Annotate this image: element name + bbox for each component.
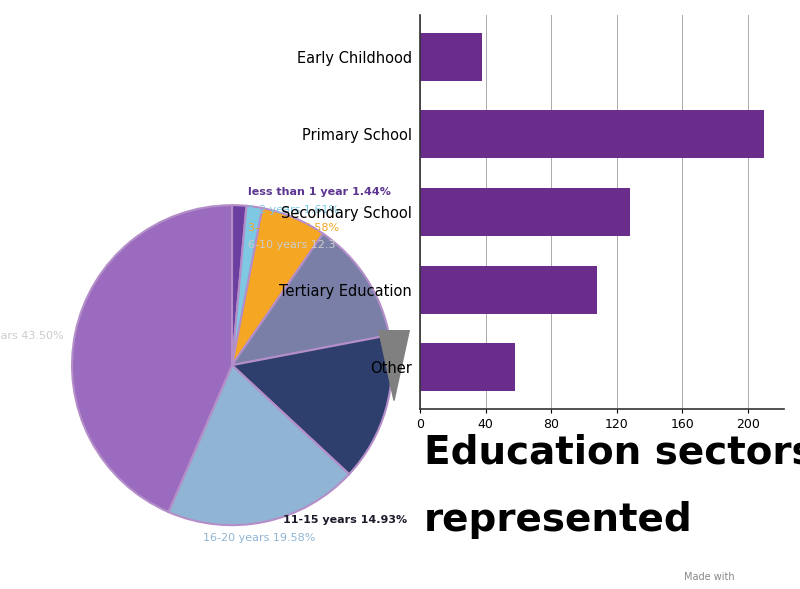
Wedge shape xyxy=(169,365,349,525)
Text: 3-5 years 6.58%: 3-5 years 6.58% xyxy=(248,223,339,233)
Text: 6-10 years 12.3: 6-10 years 12.3 xyxy=(248,240,335,250)
Bar xyxy=(420,110,764,158)
Text: infogram: infogram xyxy=(704,558,764,571)
Text: represented: represented xyxy=(424,501,692,539)
Bar xyxy=(420,32,482,81)
Wedge shape xyxy=(232,208,323,365)
Text: 11-15 years 14.93%: 11-15 years 14.93% xyxy=(283,515,407,525)
Text: 16-20 years 19.58%: 16-20 years 19.58% xyxy=(203,533,315,543)
Text: 1-2 years 1.61%: 1-2 years 1.61% xyxy=(248,205,339,215)
Bar xyxy=(420,343,515,392)
Text: over 21 years 43.50%: over 21 years 43.50% xyxy=(0,332,64,342)
Bar xyxy=(420,188,630,236)
Wedge shape xyxy=(72,205,232,512)
Wedge shape xyxy=(232,206,262,365)
Text: less than 1 year 1.44%: less than 1 year 1.44% xyxy=(248,187,391,197)
Wedge shape xyxy=(232,335,392,474)
Polygon shape xyxy=(378,330,410,401)
Text: experience: experience xyxy=(29,100,227,131)
Wedge shape xyxy=(232,205,246,365)
Bar xyxy=(420,266,597,314)
Wedge shape xyxy=(232,234,389,365)
Text: Education sectors: Education sectors xyxy=(424,434,800,472)
Text: Teachers' years of: Teachers' years of xyxy=(29,29,354,61)
Text: Made with: Made with xyxy=(683,572,734,581)
